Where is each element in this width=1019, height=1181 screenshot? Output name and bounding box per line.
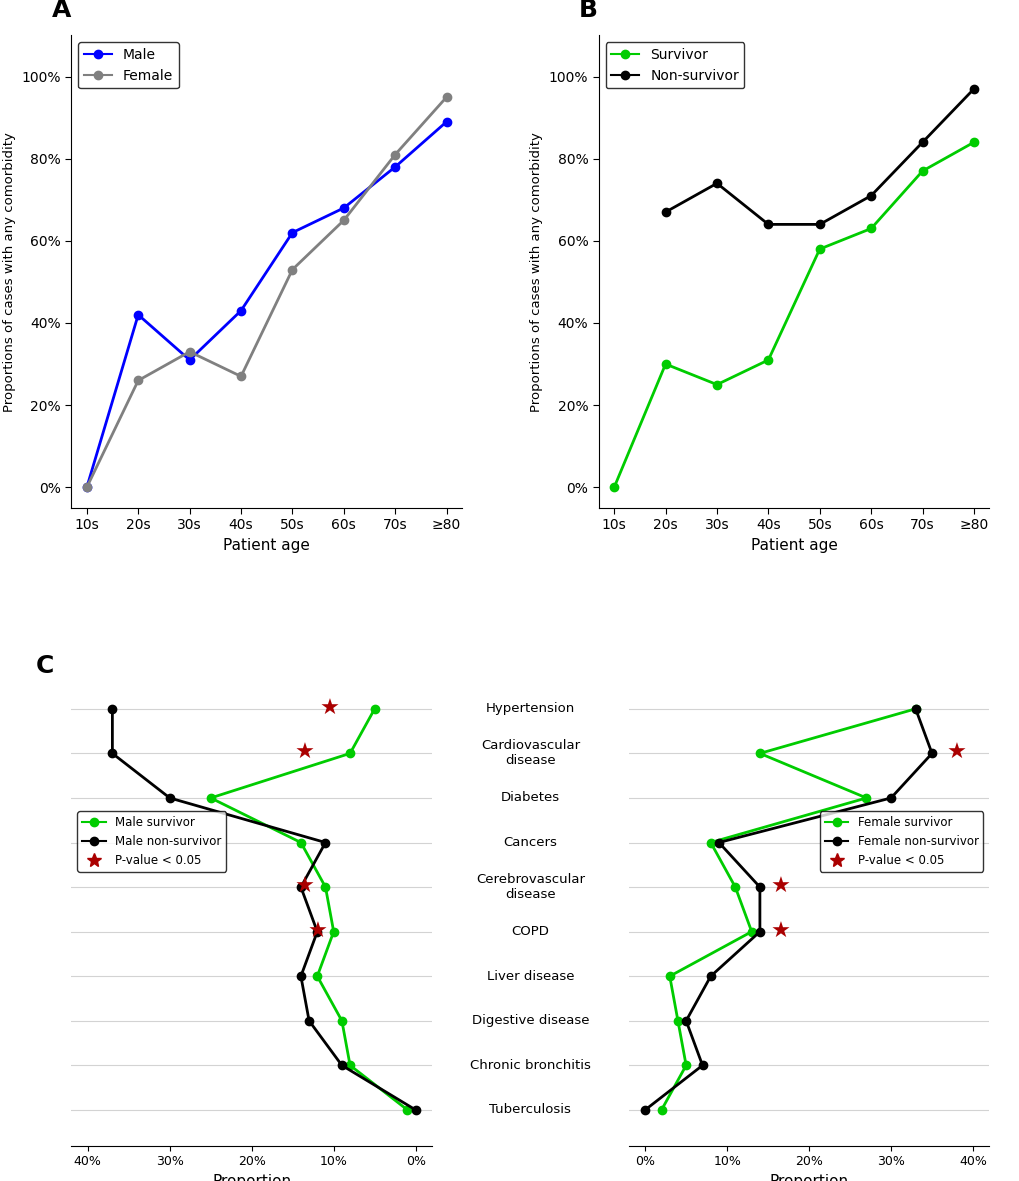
Text: Chronic bronchitis: Chronic bronchitis	[470, 1059, 590, 1072]
Text: ★: ★	[294, 877, 315, 898]
Text: COPD: COPD	[511, 925, 549, 938]
Text: Cancers: Cancers	[503, 836, 556, 849]
Text: Hypertension: Hypertension	[485, 703, 575, 716]
Legend: Male, Female: Male, Female	[78, 43, 178, 89]
X-axis label: Proportion: Proportion	[768, 1174, 848, 1181]
Text: Cerebrovascular
disease: Cerebrovascular disease	[476, 873, 584, 901]
Y-axis label: Proportions of cases with any comorbidity: Proportions of cases with any comorbidit…	[3, 132, 16, 411]
Text: Diabetes: Diabetes	[500, 791, 559, 804]
Y-axis label: Proportions of cases with any comorbidity: Proportions of cases with any comorbidit…	[530, 132, 543, 411]
Legend: Survivor, Non-survivor: Survivor, Non-survivor	[605, 43, 744, 89]
Text: Cardiovascular
disease: Cardiovascular disease	[480, 739, 580, 768]
X-axis label: Proportion: Proportion	[212, 1174, 291, 1181]
Text: Tuberculosis: Tuberculosis	[489, 1103, 571, 1116]
Legend: Male survivor, Male non-survivor, P-value < 0.05: Male survivor, Male non-survivor, P-valu…	[77, 811, 226, 872]
Text: ★: ★	[294, 743, 315, 763]
Text: A: A	[52, 0, 71, 21]
Text: ★: ★	[946, 743, 966, 763]
Text: ★: ★	[769, 921, 790, 941]
Text: ★: ★	[307, 921, 327, 941]
Text: ★: ★	[769, 877, 790, 898]
Text: ★: ★	[319, 699, 339, 719]
Text: Liver disease: Liver disease	[486, 970, 574, 983]
X-axis label: Patient age: Patient age	[223, 537, 310, 553]
Text: B: B	[579, 0, 597, 21]
Text: C: C	[36, 654, 54, 678]
X-axis label: Patient age: Patient age	[750, 537, 837, 553]
Legend: Female survivor, Female non-survivor, P-value < 0.05: Female survivor, Female non-survivor, P-…	[819, 811, 982, 872]
Text: Digestive disease: Digestive disease	[471, 1014, 589, 1027]
